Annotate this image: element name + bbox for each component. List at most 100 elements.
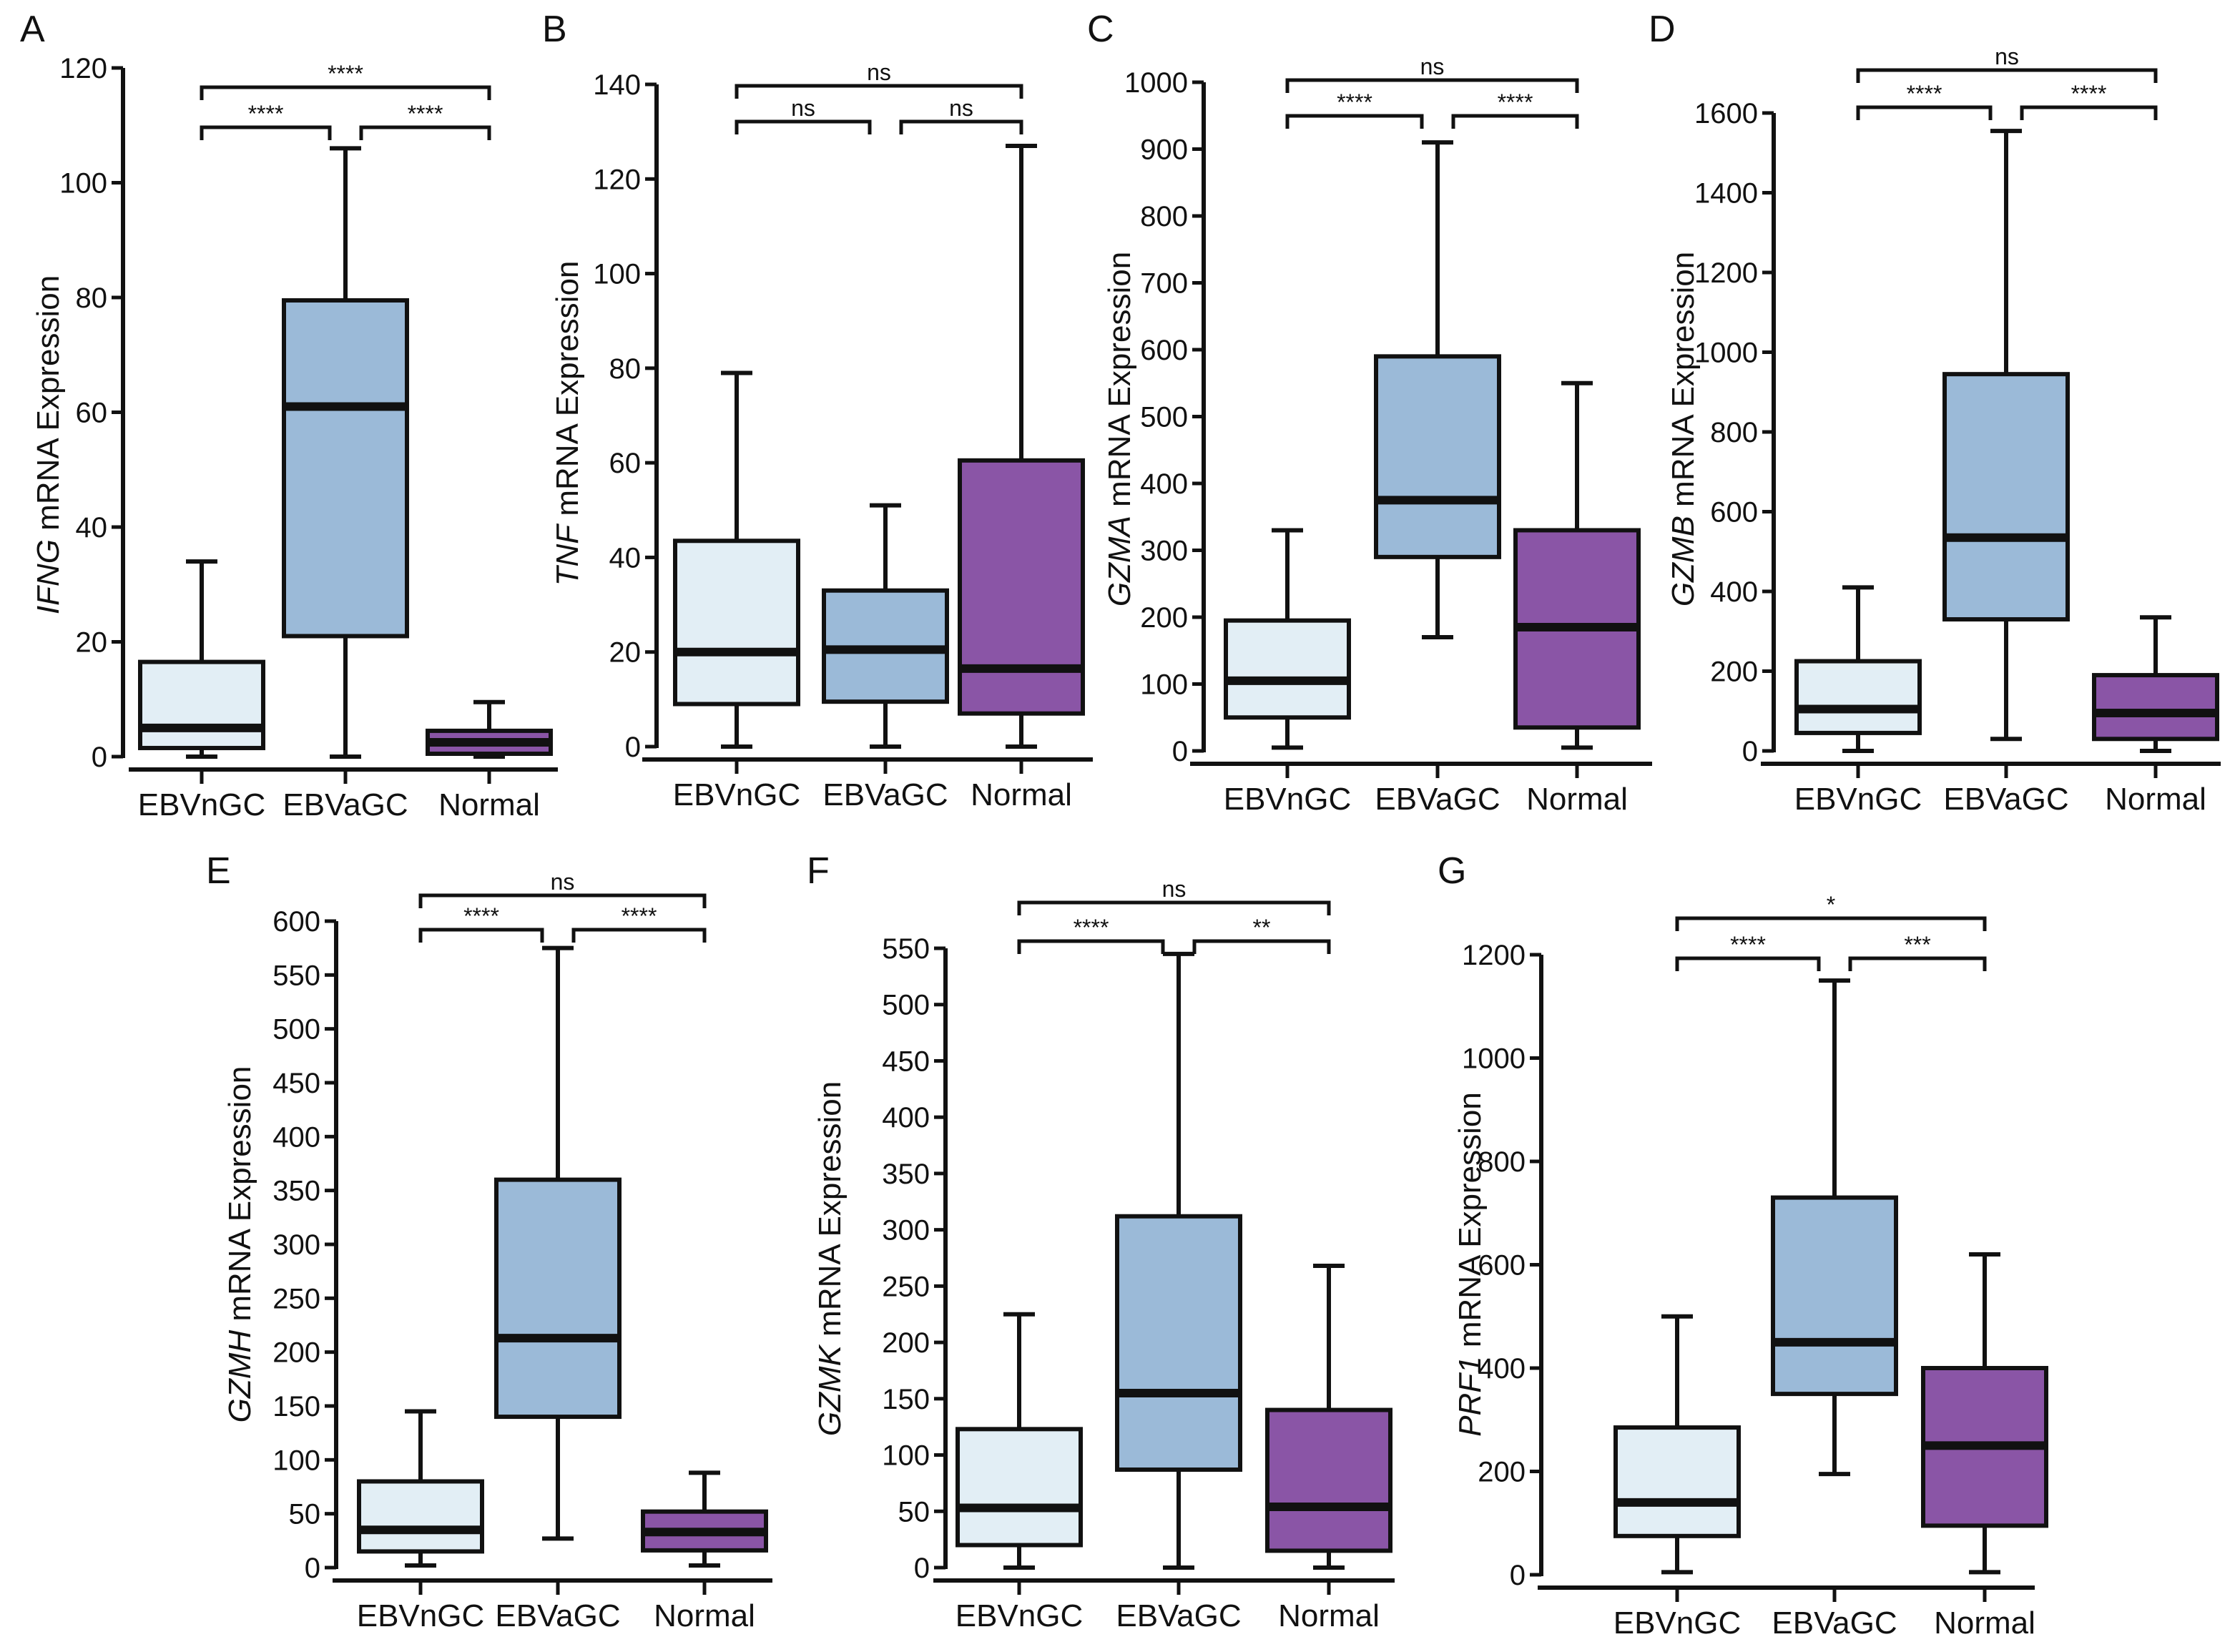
- y-axis-label: GZMA mRNA Expression: [1102, 252, 1137, 606]
- y-tick-label: 300: [272, 1229, 320, 1261]
- significance-bracket: ****: [1451, 89, 1579, 129]
- iqr-box: [1771, 1195, 1898, 1397]
- bracket-line: [418, 893, 707, 908]
- y-tick-label: 40: [76, 512, 108, 544]
- box-normal: [641, 1470, 768, 1568]
- significance-bracket: ns: [1285, 54, 1579, 93]
- y-axis-suffix: mRNA Expression: [550, 261, 585, 525]
- y-tick-label: 700: [1140, 268, 1188, 300]
- y-axis-suffix: mRNA Expression: [1453, 1092, 1488, 1356]
- box-normal: [958, 143, 1085, 749]
- iqr-box: [1794, 659, 1922, 735]
- y-tick-label: 900: [1140, 134, 1188, 166]
- panel-letter: A: [20, 9, 45, 50]
- y-tick-label: 80: [609, 353, 642, 385]
- y-tick-label: 800: [1710, 417, 1758, 448]
- y-tick-label: 100: [272, 1445, 320, 1476]
- y-axis-suffix: mRNA Expression: [1102, 252, 1137, 516]
- x-category-label: EBVaGC: [283, 787, 408, 822]
- significance-label: ****: [1730, 932, 1766, 958]
- y-tick-label: 600: [272, 906, 320, 938]
- panel-letter: G: [1438, 850, 1466, 892]
- y-tick-label: 140: [593, 69, 641, 101]
- significance-bracket: ns: [899, 95, 1023, 134]
- significance-label: ***: [1904, 932, 1930, 958]
- y-axis-gene: GZMH: [222, 1330, 257, 1423]
- y-axis-suffix: mRNA Expression: [1666, 252, 1701, 516]
- bracket-line: [359, 125, 491, 140]
- significance-label: **: [1253, 915, 1271, 940]
- y-tick-label: 120: [593, 164, 641, 195]
- y-tick-label: 1000: [1694, 338, 1758, 369]
- y-axis-gene: GZMK: [812, 1344, 848, 1436]
- x-category-label: EBVaGC: [1116, 1598, 1241, 1633]
- y-tick-label: 0: [1510, 1560, 1526, 1591]
- y-tick-label: 450: [882, 1046, 930, 1077]
- iqr-box: [357, 1479, 484, 1554]
- box-ebvngc: [1794, 585, 1922, 753]
- x-category-label: EBVnGC: [1613, 1606, 1742, 1641]
- y-tick-label: 400: [1710, 576, 1758, 608]
- significance-label: ****: [1337, 89, 1372, 115]
- x-category-label: Normal: [971, 777, 1072, 812]
- significance-label: ****: [1498, 89, 1533, 115]
- significance-label: ns: [1995, 44, 2019, 69]
- significance-bracket: ns: [1856, 44, 2158, 83]
- box-normal: [1513, 380, 1641, 750]
- y-tick-label: 600: [1710, 497, 1758, 528]
- y-axis-label: GZMH mRNA Expression: [222, 1066, 257, 1423]
- significance-bracket: ****: [359, 101, 491, 140]
- box-ebvagc: [1771, 978, 1898, 1477]
- x-category-label: Normal: [654, 1598, 755, 1633]
- significance-label: ns: [551, 869, 575, 895]
- significance-label: ****: [1907, 81, 1942, 107]
- y-tick-label: 150: [882, 1384, 930, 1415]
- box-ebvngc: [357, 1409, 484, 1568]
- iqr-box: [1613, 1425, 1741, 1538]
- y-tick-label: 100: [1140, 669, 1188, 701]
- y-tick-label: 200: [272, 1337, 320, 1369]
- y-axis-suffix: mRNA Expression: [812, 1081, 848, 1345]
- bracket-line: [735, 119, 872, 134]
- y-tick-label: 20: [76, 627, 108, 659]
- iqr-box: [1265, 1407, 1392, 1553]
- box-ebvngc: [1613, 1314, 1741, 1575]
- iqr-box: [2092, 673, 2219, 742]
- significance-label: ****: [248, 101, 284, 127]
- bracket-line: [200, 85, 491, 100]
- y-tick-label: 400: [1140, 468, 1188, 500]
- box-ebvngc: [956, 1312, 1083, 1570]
- y-axis-suffix: mRNA Expression: [31, 275, 66, 539]
- y-tick-label: 550: [272, 960, 320, 991]
- box-normal: [1265, 1264, 1392, 1570]
- box-ebvagc: [822, 503, 949, 749]
- box-ebvagc: [1115, 951, 1242, 1570]
- x-category-label: EBVaGC: [1772, 1606, 1897, 1641]
- y-tick-label: 100: [59, 168, 107, 200]
- significance-bracket: ****: [200, 101, 332, 140]
- y-tick-label: 450: [272, 1068, 320, 1099]
- x-category-label: EBVaGC: [495, 1598, 620, 1633]
- box-ebvngc: [1224, 528, 1351, 750]
- y-tick-label: 0: [1172, 736, 1188, 767]
- significance-bracket: *: [1675, 892, 1987, 931]
- box-ebvagc: [1942, 129, 2070, 742]
- significance-label: ****: [328, 61, 363, 87]
- significance-bracket: ****: [2020, 81, 2158, 120]
- x-category-label: EBVnGC: [673, 777, 801, 812]
- panel-b: B 0 20 40 60 80 100 120 140 TNF mRNA Expression EB…: [542, 9, 1093, 812]
- significance-bracket: ***: [1848, 932, 1987, 971]
- y-tick-label: 0: [625, 732, 641, 763]
- bracket-line: [1675, 956, 1821, 971]
- significance-label: ns: [791, 95, 815, 121]
- y-tick-label: 400: [272, 1121, 320, 1153]
- panel-e: E 0 50 100 150 200 250 300 350 400 450 500 550 600 GZM…: [206, 850, 772, 1633]
- y-tick-label: 250: [882, 1271, 930, 1302]
- iqr-box: [282, 298, 409, 639]
- x-category-label: EBVnGC: [1224, 782, 1352, 817]
- bracket-line: [899, 119, 1023, 134]
- box-ebvagc: [282, 146, 409, 759]
- panel-c: C 0 100 200 300 400 500 600 700 800 900 1000 GZMA mR…: [1087, 9, 1652, 817]
- y-tick-label: 100: [882, 1440, 930, 1472]
